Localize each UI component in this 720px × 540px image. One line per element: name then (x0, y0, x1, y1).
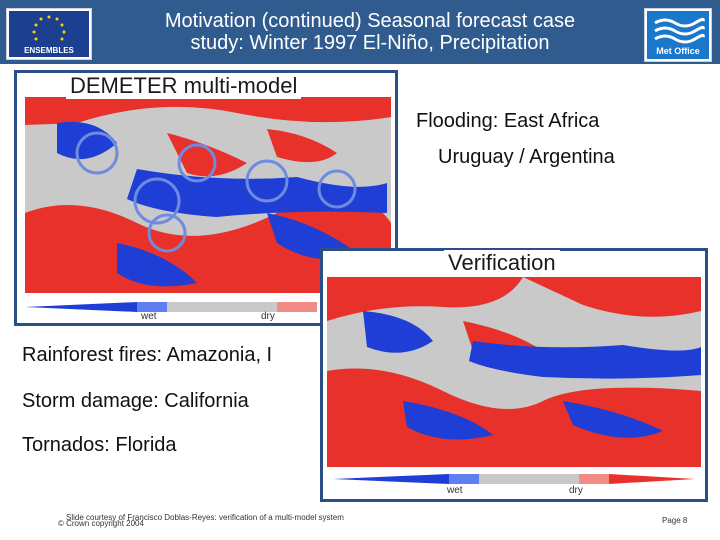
verification-map-panel: wet dry (320, 248, 708, 502)
footer-page-number: Page 8 (662, 516, 688, 525)
verification-map (327, 277, 701, 484)
title-line-2: study: Winter 1997 El-Niño, Precipitatio… (190, 32, 550, 54)
bullet-rainforest-fires: Rainforest fires: Amazonia, I (22, 344, 273, 366)
eu-stars-icon (32, 15, 66, 41)
bullet-uruguay-argentina: Uruguay / Argentina (438, 146, 615, 168)
demeter-map-panel: wet dry (14, 70, 398, 326)
bullet-storm-damage: Storm damage: California (22, 390, 249, 412)
demeter-legend (25, 302, 317, 312)
ensembles-logo-text: ENSEMBLES (24, 46, 74, 55)
title-line-1: Motivation (continued) Seasonal forecast… (164, 10, 576, 32)
demeter-legend-wet: wet (141, 311, 157, 322)
met-office-logo-text: Met Office (656, 46, 700, 56)
verification-legend (333, 474, 695, 484)
slide-title: Motivation (continued) Seasonal forecast… (100, 10, 640, 54)
verification-legend-dry: dry (569, 485, 583, 496)
met-office-logo: Met Office (644, 8, 712, 62)
ensembles-logo: ENSEMBLES (6, 8, 92, 60)
verification-panel-label: Verification (444, 250, 560, 276)
verification-legend-wet: wet (447, 485, 463, 496)
wave-icon (654, 17, 705, 44)
footer-copyright: © Crown copyright 2004 (58, 519, 144, 528)
header-bar (0, 0, 720, 64)
demeter-panel-label: DEMETER multi-model (66, 73, 302, 99)
footer-credit: Slide courtesy of Francisco Doblas-Reyes… (66, 513, 344, 522)
demeter-map (25, 97, 391, 312)
demeter-legend-dry: dry (261, 311, 275, 322)
bullet-tornados: Tornados: Florida (22, 434, 177, 456)
bullet-flooding-east-africa: Flooding: East Africa (416, 110, 600, 132)
